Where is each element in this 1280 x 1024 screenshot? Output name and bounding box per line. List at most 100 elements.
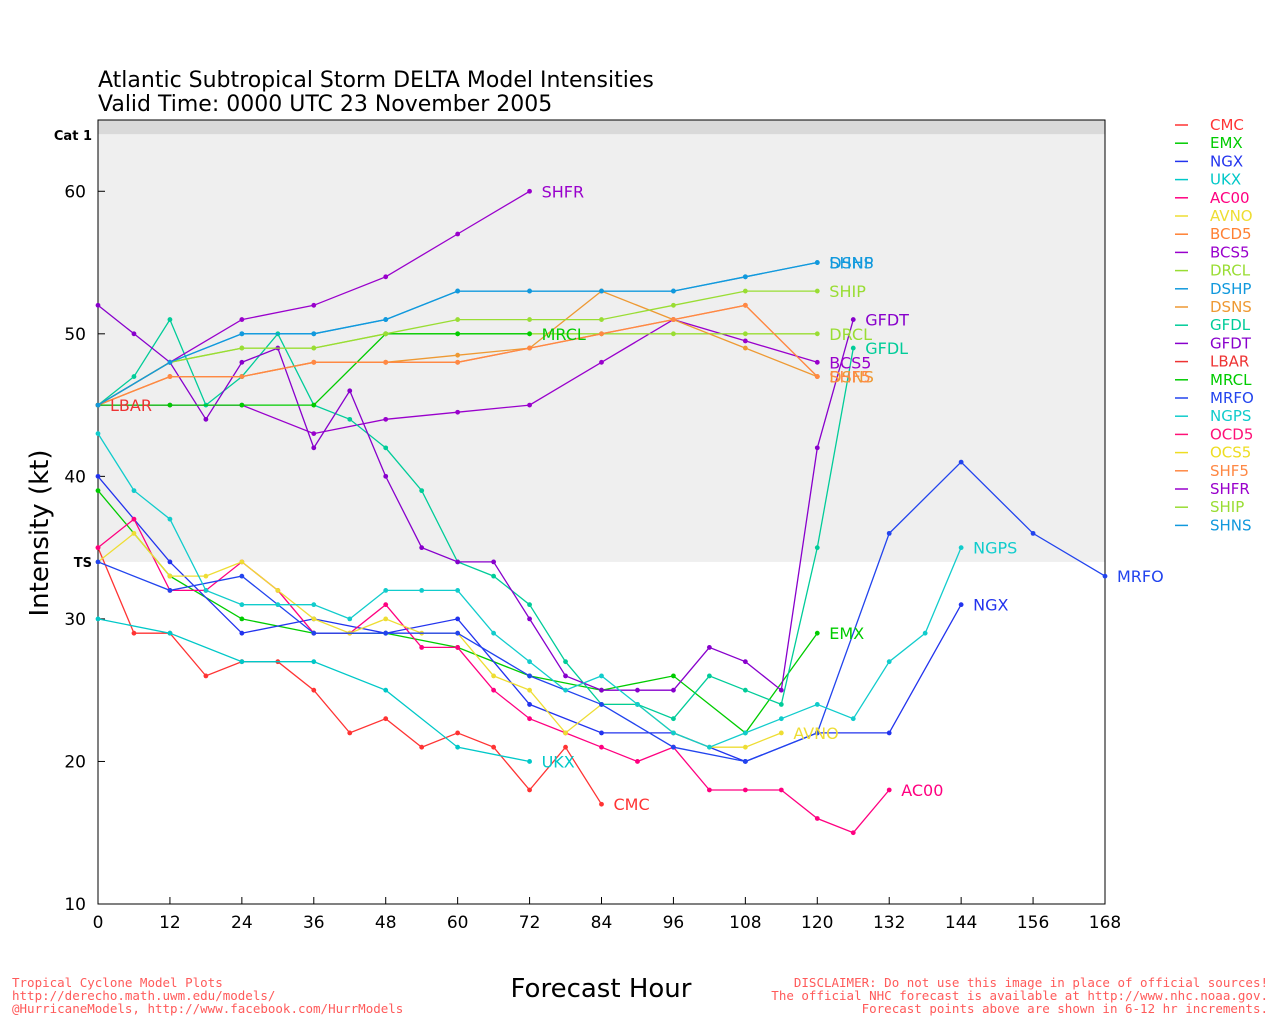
point-ship	[527, 317, 532, 322]
point-ac00	[742, 787, 748, 793]
y-axis-label: Intensity (kt)	[25, 450, 55, 617]
y-tick-label: 60	[64, 182, 86, 202]
point-ngx	[455, 616, 461, 622]
point-gfdl	[347, 416, 353, 422]
point-cmc	[491, 744, 497, 750]
point-gfdt	[311, 445, 317, 451]
x-axis-label: Forecast Hour	[511, 974, 692, 1004]
point-avno	[131, 530, 137, 536]
y-axis: 10 20 30 40 50 60	[64, 182, 105, 915]
point-gfdt	[419, 545, 425, 551]
x-tick-label: 48	[375, 913, 397, 933]
legend-item-avno: AVNO	[1175, 207, 1253, 225]
point-drcl	[671, 331, 676, 337]
chart-subtitle: Valid Time: 0000 UTC 23 November 2005	[98, 92, 552, 117]
point-emx	[239, 616, 245, 622]
point-ngps	[131, 488, 137, 494]
y-tick-label: 10	[64, 895, 86, 915]
point-gfdt	[599, 687, 604, 693]
point-gfdt	[814, 445, 820, 451]
point-shf5	[742, 302, 748, 308]
point-bcs5	[527, 402, 532, 408]
point-shns	[95, 402, 101, 408]
point-drcl	[742, 331, 748, 337]
point-gfdl	[742, 687, 748, 693]
point-ac00	[814, 816, 820, 821]
point-shns	[167, 359, 173, 365]
legend-item-dsns: DSNS	[1175, 298, 1252, 316]
point-gfdl	[527, 602, 532, 608]
band-labels: TS Cat 1	[54, 129, 92, 571]
point-shf5	[167, 374, 173, 379]
point-bcs5	[814, 359, 820, 365]
legend-item-shf5: SHF5	[1175, 462, 1249, 480]
legend-item-drcl: DRCL	[1175, 262, 1251, 280]
point-ngps	[95, 431, 101, 436]
point-gfdl	[814, 545, 820, 551]
end-label-emx: EMX	[829, 624, 864, 643]
point-ac00	[131, 516, 137, 522]
point-gfdt	[563, 673, 568, 679]
end-label-dsns: DSNS	[829, 368, 874, 387]
point-gfdl	[850, 345, 856, 351]
intensity-bands	[98, 120, 1105, 562]
x-tick-label: 144	[945, 913, 977, 933]
point-gfdl	[131, 374, 137, 379]
end-label-ngx: NGX	[973, 596, 1008, 615]
point-shf5	[599, 331, 604, 337]
point-ac00	[778, 787, 784, 793]
point-ngx	[958, 602, 964, 608]
point-ngps	[886, 659, 892, 665]
point-ukx	[239, 659, 245, 665]
legend-label: SHF5	[1210, 462, 1249, 480]
point-ukx	[95, 616, 101, 622]
point-cmc	[599, 801, 604, 807]
y-tick-label: 20	[64, 752, 86, 772]
point-ngx	[527, 702, 532, 707]
legend-label: DSNS	[1210, 298, 1252, 316]
end-label-gfdl: GFDL	[865, 339, 908, 358]
point-shns	[671, 288, 676, 294]
point-ac00	[95, 545, 101, 551]
point-shf5	[383, 359, 389, 365]
point-ship	[671, 302, 676, 308]
series-line-avno	[97, 532, 782, 748]
point-drcl	[814, 331, 820, 337]
point-cmc	[203, 673, 209, 679]
legend-label: NGX	[1210, 152, 1243, 170]
point-mrfo	[167, 588, 173, 593]
point-ship	[455, 317, 461, 322]
point-bcs5	[311, 431, 317, 436]
end-label-lbar: LBAR	[110, 396, 152, 415]
series-gfdt	[95, 302, 856, 693]
legend-label: BCS5	[1210, 243, 1250, 261]
point-bcs5	[383, 416, 389, 422]
point-gfdt	[239, 359, 245, 365]
series-ngps	[95, 431, 964, 750]
point-gfdt	[491, 559, 497, 565]
point-gfdt	[131, 331, 137, 337]
legend-label: OCS5	[1210, 444, 1251, 462]
point-shfr	[311, 302, 317, 308]
point-mrcl	[527, 331, 532, 337]
point-shf5	[671, 317, 676, 322]
footer-disclaimer-line3: Forecast points above are shown in 6-12 …	[862, 1001, 1268, 1016]
legend-label: DSHP	[1210, 280, 1251, 298]
point-avno	[778, 730, 784, 736]
point-avno	[527, 687, 532, 693]
legend-label: GFDL	[1210, 316, 1251, 334]
point-ngps	[203, 588, 209, 593]
point-gfdl	[419, 488, 425, 494]
point-ac00	[850, 830, 856, 836]
point-cmc	[131, 630, 137, 636]
point-emx	[814, 630, 820, 636]
point-ngps	[563, 687, 568, 693]
point-avno	[742, 744, 748, 750]
point-gfdl	[778, 702, 784, 707]
point-avno	[383, 616, 389, 622]
point-mrfo	[671, 744, 676, 750]
point-ship	[742, 288, 748, 294]
point-gfdt	[778, 687, 784, 693]
legend-label: UKX	[1210, 171, 1241, 189]
point-ukx	[383, 687, 389, 693]
